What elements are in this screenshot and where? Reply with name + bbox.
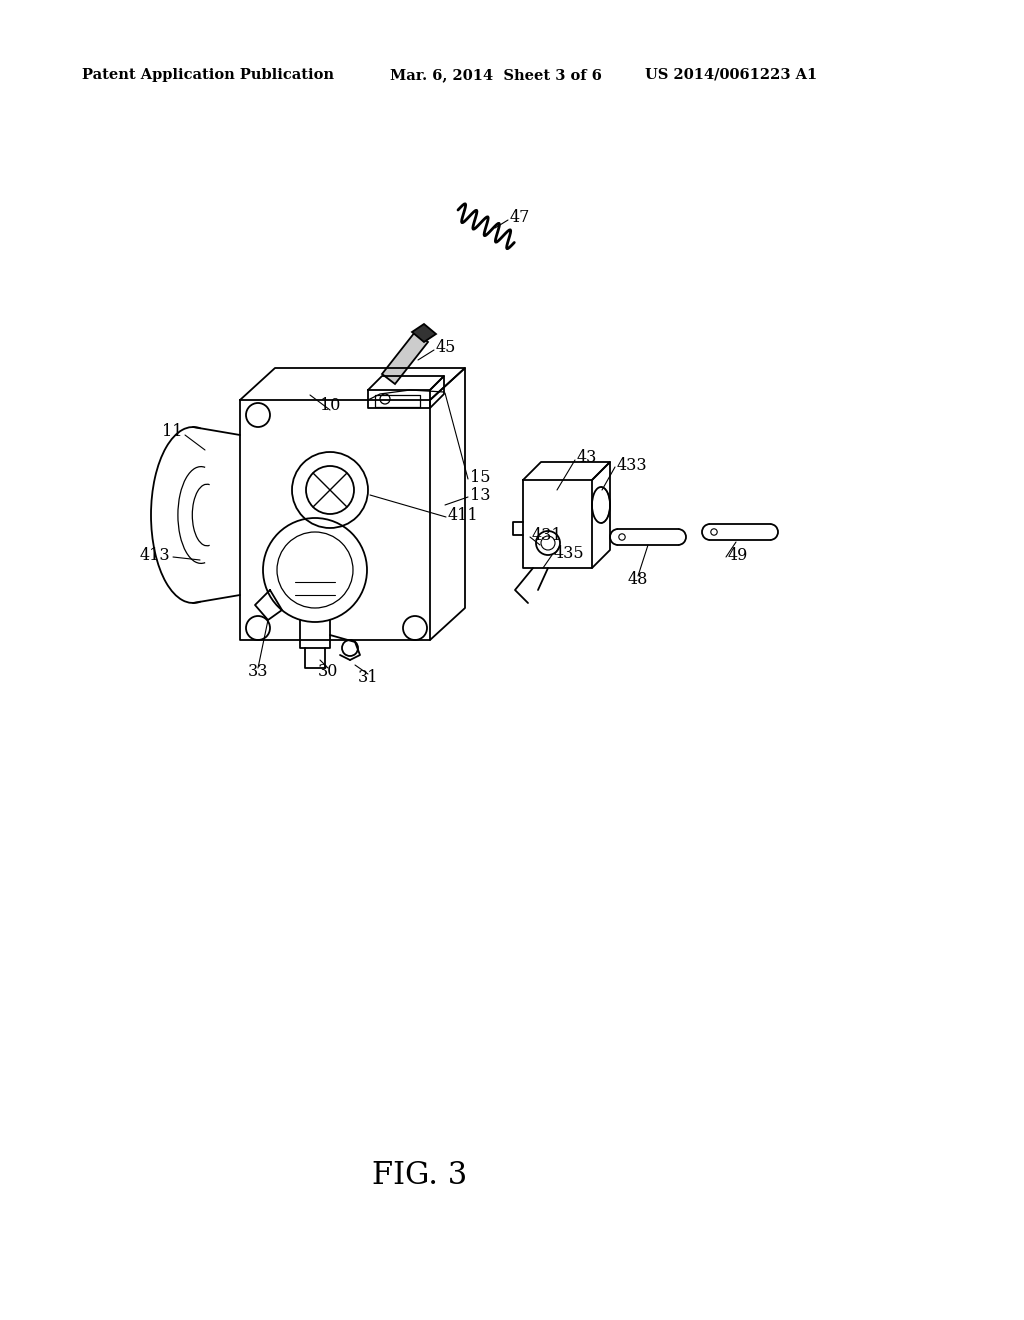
- Text: 11: 11: [162, 424, 182, 441]
- Text: 413: 413: [139, 546, 170, 564]
- Polygon shape: [412, 323, 436, 342]
- Text: 411: 411: [449, 507, 478, 524]
- Text: 10: 10: [319, 397, 340, 414]
- Text: FIG. 3: FIG. 3: [373, 1159, 468, 1191]
- Text: 431: 431: [532, 527, 562, 544]
- Text: 49: 49: [728, 546, 749, 564]
- Text: 15: 15: [470, 469, 490, 486]
- Text: 43: 43: [577, 450, 597, 466]
- Text: 33: 33: [248, 664, 268, 681]
- Text: 13: 13: [470, 487, 490, 503]
- Text: 47: 47: [510, 210, 530, 227]
- Text: Patent Application Publication: Patent Application Publication: [82, 69, 334, 82]
- Text: 45: 45: [436, 339, 457, 356]
- Text: 30: 30: [317, 664, 338, 681]
- Text: US 2014/0061223 A1: US 2014/0061223 A1: [645, 69, 817, 82]
- Text: 435: 435: [554, 544, 585, 561]
- Text: 48: 48: [628, 572, 648, 589]
- Text: 433: 433: [617, 457, 647, 474]
- Text: 31: 31: [357, 669, 378, 686]
- Text: Mar. 6, 2014  Sheet 3 of 6: Mar. 6, 2014 Sheet 3 of 6: [390, 69, 602, 82]
- Polygon shape: [382, 333, 428, 384]
